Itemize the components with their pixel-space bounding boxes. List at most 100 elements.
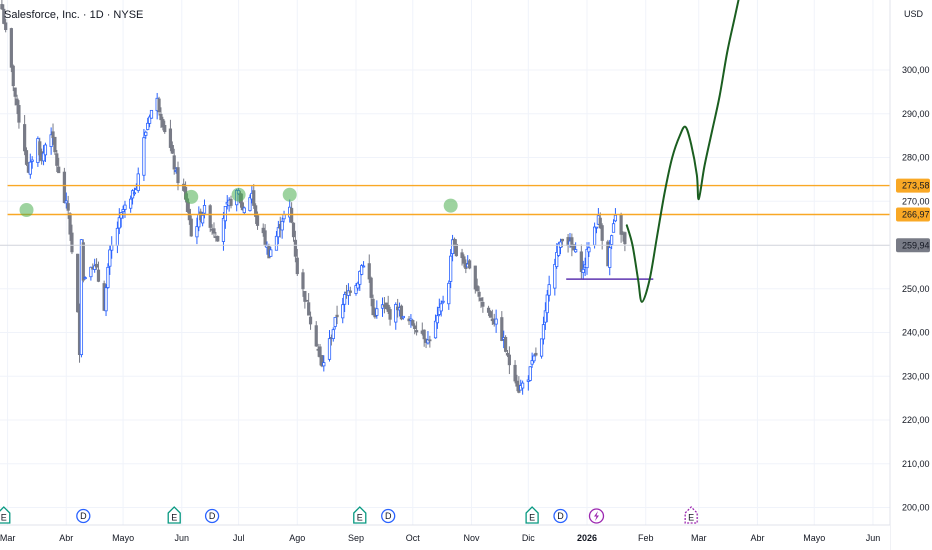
candle [439, 300, 443, 317]
candle [343, 291, 347, 313]
candle [308, 311, 313, 330]
candle-body [574, 249, 578, 253]
candle-body [500, 317, 504, 341]
candle [539, 338, 544, 359]
time-tick-label: Mar [691, 533, 707, 543]
candle [76, 253, 80, 313]
candle-body [130, 190, 135, 199]
candle-body [248, 197, 252, 212]
candle-body [314, 325, 318, 347]
candle-body [435, 315, 440, 324]
candle-body [295, 257, 299, 275]
time-tick-label: Abr [59, 533, 73, 543]
event-marker-D[interactable]: D [381, 508, 396, 524]
time-tick-label: Abr [750, 533, 764, 543]
candle [81, 239, 85, 283]
candle-body [530, 360, 534, 365]
time-tick-label: Sep [348, 533, 364, 543]
candle [348, 286, 352, 297]
event-marker-D[interactable]: D [204, 508, 220, 524]
event-marker-E[interactable]: E [167, 506, 181, 524]
candle [9, 27, 13, 73]
candle [560, 238, 565, 248]
event-marker-D[interactable]: D [553, 508, 568, 524]
candle [356, 281, 360, 291]
candle [557, 241, 561, 257]
candle-body [581, 268, 585, 273]
candle-body [426, 339, 430, 344]
candle-body [494, 318, 498, 325]
candle-body [460, 252, 464, 259]
candle-body [375, 308, 379, 316]
candle [534, 347, 538, 357]
candle-body [557, 243, 561, 256]
candle-body [221, 218, 226, 242]
candle [367, 254, 371, 283]
candle-body [2, 8, 6, 24]
candle-body [539, 338, 544, 357]
candle-body [422, 329, 426, 340]
candle-body [473, 265, 477, 290]
candle [11, 64, 15, 92]
candle-body [290, 207, 294, 223]
candle-body [488, 311, 493, 318]
candle [515, 374, 519, 392]
candle-body [572, 244, 576, 251]
candle [216, 235, 220, 242]
candle-body [570, 237, 574, 248]
event-marker-E[interactable]: E [0, 506, 11, 524]
candle-body [414, 330, 419, 333]
candle-body [598, 217, 602, 229]
candle [327, 330, 332, 362]
event-marker-E[interactable]: E [684, 506, 698, 524]
candle-body [163, 125, 167, 133]
candle [481, 297, 485, 313]
candle-body [468, 260, 472, 269]
event-marker-D[interactable]: D [76, 508, 91, 524]
candle [303, 290, 307, 309]
candle [558, 238, 563, 255]
candle-body [70, 232, 74, 253]
earnings-icon [0, 506, 11, 524]
candle-body [354, 285, 358, 294]
lightning-icon [593, 511, 599, 521]
candle-body [64, 200, 68, 204]
dividend-icon [381, 508, 396, 524]
candle-body [11, 65, 15, 87]
candle-body [223, 205, 227, 222]
candle [15, 94, 19, 115]
candle [490, 309, 494, 325]
candle-body [356, 282, 360, 289]
time-tick-label: 2026 [577, 533, 597, 543]
event-marker-E[interactable]: E [353, 506, 367, 524]
candle [117, 208, 121, 235]
candle [333, 317, 337, 330]
candle-body [441, 300, 445, 303]
candle [24, 147, 29, 166]
candle [93, 258, 97, 273]
candle-body [68, 213, 72, 235]
candle-body [450, 239, 455, 255]
candle [229, 195, 233, 209]
event-marker-bolt[interactable] [588, 508, 605, 524]
candle-body [38, 141, 42, 156]
candle-body [610, 235, 614, 245]
candle-body [331, 329, 335, 339]
candle [360, 264, 364, 276]
candle-body [201, 214, 205, 224]
candle [358, 270, 362, 291]
candle-body [318, 346, 322, 358]
candle-body [503, 337, 508, 352]
candle [149, 109, 154, 119]
event-marker-E[interactable]: E [525, 506, 539, 524]
candle-body [411, 320, 415, 326]
candle [594, 226, 599, 234]
candle [147, 114, 152, 128]
candle [293, 230, 298, 263]
candle [189, 215, 193, 237]
time-tick-label: Oct [406, 533, 421, 543]
candle [295, 248, 299, 276]
candle [592, 222, 597, 249]
candle [276, 220, 280, 245]
